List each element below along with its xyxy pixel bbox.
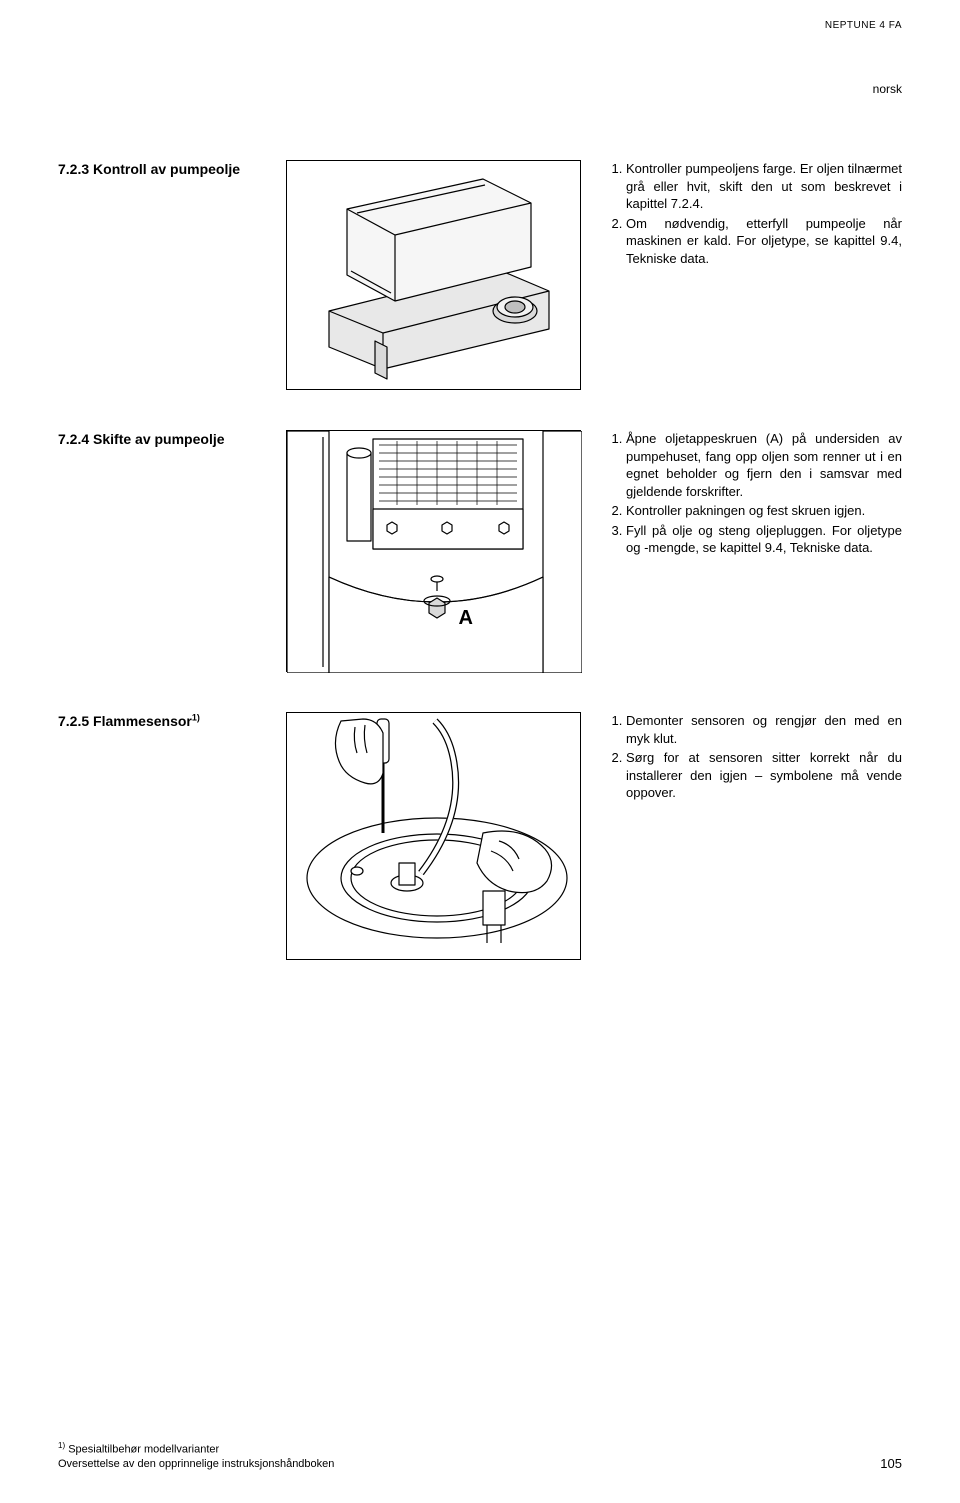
pump-oil-illustration — [287, 161, 582, 391]
main-content: 7.2.3 Kontroll av pumpeolje — [58, 160, 902, 1000]
step-item: Demonter sensoren og rengjør den med en … — [626, 712, 902, 747]
step-item: Åpne oljetappeskruen (A) på undersiden a… — [626, 430, 902, 500]
figure-pump-oil-check — [286, 160, 581, 390]
figure-container: A — [278, 430, 588, 672]
step-item: Kontroller pakningen og fest skruen igje… — [626, 502, 902, 520]
section-heading: 7.2.3 Kontroll av pumpeolje — [58, 160, 278, 178]
step-item: Om nødvendig, etterfyll pumpeolje når ma… — [626, 215, 902, 268]
footnote-line1: Spesialtilbehør modellvarianter — [68, 1443, 219, 1455]
figure-flame-sensor — [286, 712, 581, 960]
figure-label-a: A — [459, 607, 473, 630]
section-title: Skifte av pumpeolje — [93, 431, 224, 447]
page-number: 105 — [880, 1456, 902, 1471]
page-footer: 1) Spesialtilbehør modellvarianter Overs… — [58, 1441, 902, 1471]
header-product: NEPTUNE 4 FA — [825, 20, 902, 31]
section-title: Kontroll av pumpeolje — [93, 161, 240, 177]
flame-sensor-illustration — [287, 713, 582, 961]
footer-note: 1) Spesialtilbehør modellvarianter Overs… — [58, 1441, 334, 1471]
section-number: 7.2.3 — [58, 161, 89, 177]
section-7-2-5: 7.2.5 Flammesensor1) — [58, 712, 902, 960]
header-language: norsk — [873, 82, 902, 96]
figure-container — [278, 712, 588, 960]
section-text: Kontroller pumpeoljens farge. Er oljen t… — [588, 160, 902, 269]
step-item: Fyll på olje og steng oljepluggen. For o… — [626, 522, 902, 557]
footnote-marker: 1) — [58, 1441, 65, 1450]
section-heading: 7.2.5 Flammesensor1) — [58, 712, 278, 730]
figure-pump-oil-change: A — [286, 430, 581, 672]
oil-change-illustration — [287, 431, 582, 673]
figure-container — [278, 160, 588, 390]
section-number: 7.2.5 — [58, 713, 89, 729]
section-heading: 7.2.4 Skifte av pumpeolje — [58, 430, 278, 448]
section-title: Flammesensor — [93, 713, 192, 729]
section-title-sup: 1) — [192, 712, 200, 722]
section-number: 7.2.4 — [58, 431, 89, 447]
step-item: Sørg for at sensoren sitter korrekt når … — [626, 749, 902, 802]
footnote-line2: Oversettelse av den opprinnelige instruk… — [58, 1458, 334, 1470]
section-text: Demonter sensoren og rengjør den med en … — [588, 712, 902, 804]
section-text: Åpne oljetappeskruen (A) på undersiden a… — [588, 430, 902, 559]
step-item: Kontroller pumpeoljens farge. Er oljen t… — [626, 160, 902, 213]
section-7-2-3: 7.2.3 Kontroll av pumpeolje — [58, 160, 902, 390]
section-7-2-4: 7.2.4 Skifte av pumpeolje — [58, 430, 902, 672]
